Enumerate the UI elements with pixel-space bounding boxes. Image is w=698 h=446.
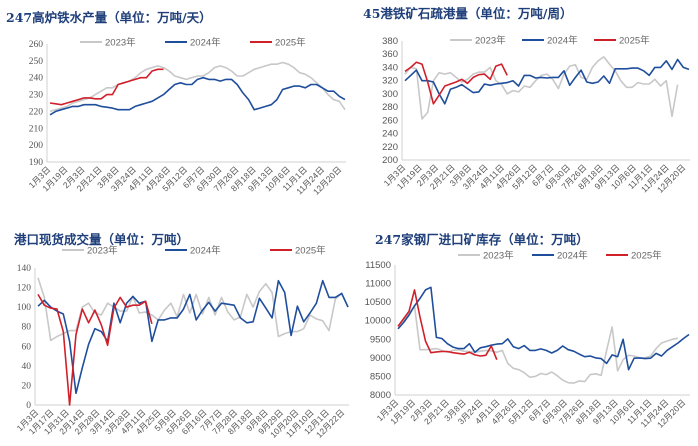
legend-label: 2024年 (190, 37, 221, 49)
y-tick-label: 60 (22, 342, 32, 352)
y-tick-label: 40 (22, 362, 32, 372)
legend-label: 2024年 (190, 245, 221, 257)
series-line-2023年 (37, 277, 349, 342)
series-line-2024年 (404, 58, 690, 105)
y-tick-label: 10000 (365, 316, 391, 327)
legend-label: 2025年 (295, 245, 326, 257)
y-tick-label: 8500 (370, 371, 391, 382)
y-tick-label: 9000 (370, 353, 391, 364)
series-line-2024年 (37, 279, 349, 395)
legend-label: 2023年 (483, 250, 514, 262)
y-tick-label: 11000 (365, 279, 391, 290)
y-tick-label: 140 (17, 264, 32, 274)
series-line-2023年 (397, 305, 679, 384)
y-tick-label: 190 (29, 158, 44, 168)
series-line-2025年 (49, 68, 164, 106)
y-tick-label: 8000 (370, 390, 391, 401)
legend-label: 2023年 (87, 245, 118, 257)
series-line-2023年 (49, 61, 346, 113)
y-tick-label: 340 (382, 62, 398, 73)
y-tick-label: 260 (382, 115, 398, 126)
y-tick-label: 300 (382, 89, 398, 100)
legend-label: 2025年 (619, 35, 650, 47)
y-tick-label: 280 (382, 102, 398, 113)
y-tick-label: 20 (22, 381, 32, 391)
y-tick-label: 80 (22, 323, 32, 333)
y-tick-label: 100 (17, 303, 32, 313)
legend-label: 2023年 (475, 35, 506, 47)
legend-label: 2024年 (557, 250, 588, 262)
chart-title-hot-metal: 247高炉铁水产量（单位：万吨/天） (6, 10, 212, 25)
y-tick-label: 220 (382, 142, 398, 153)
y-tick-label: 320 (382, 76, 398, 87)
legend-label: 2025年 (275, 37, 306, 49)
y-tick-label: 200 (382, 155, 398, 166)
y-tick-label: 240 (29, 74, 44, 84)
y-tick-label: 230 (29, 91, 44, 101)
y-tick-label: 210 (29, 124, 44, 134)
legend-label: 2023年 (105, 37, 136, 49)
y-tick-label: 200 (29, 141, 44, 151)
y-tick-label: 120 (17, 284, 32, 294)
y-tick-label: 260 (29, 40, 44, 50)
y-tick-label: 0 (26, 401, 31, 411)
series-line-2025年 (404, 61, 508, 105)
y-tick-label: 10500 (365, 297, 391, 308)
legend-label: 2024年 (547, 35, 578, 47)
y-tick-label: 250 (29, 57, 44, 67)
y-tick-label: 11500 (365, 260, 391, 271)
series-line-2024年 (397, 286, 690, 371)
y-tick-label: 360 (382, 49, 398, 60)
series-line-2023年 (404, 56, 679, 120)
y-tick-label: 380 (382, 36, 398, 47)
legend-label: 2025年 (631, 250, 662, 262)
series-line-2024年 (49, 76, 346, 116)
chart-title-port-dispatch: 45港铁矿石疏港量（单位：万吨/周） (363, 6, 573, 21)
chart-title-spot-trade: 港口现货成交量（单位：万吨） (14, 232, 190, 247)
series-line-2025年 (397, 289, 498, 360)
y-tick-label: 240 (382, 129, 398, 140)
y-tick-label: 9500 (370, 334, 391, 345)
chart-title-mill-inventory: 247家钢厂进口矿库存（单位：万吨） (375, 232, 589, 247)
series-line-2025年 (37, 293, 153, 406)
y-tick-label: 220 (29, 107, 44, 117)
